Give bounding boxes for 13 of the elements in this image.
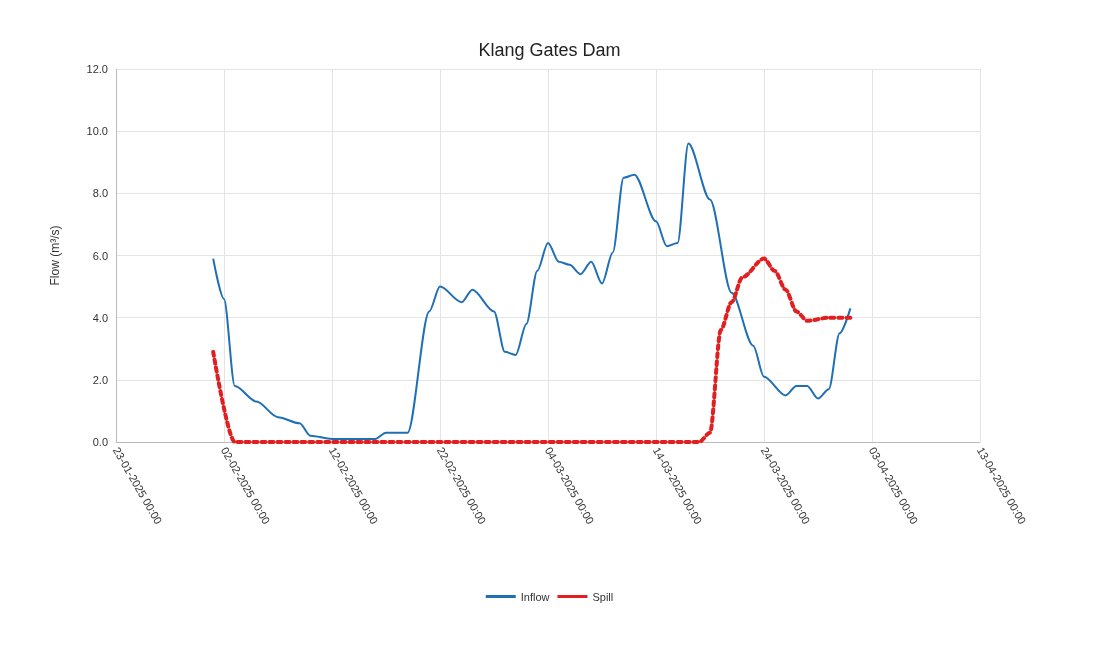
y-tick-label: 6.0 bbox=[92, 249, 108, 262]
legend-label: Spill bbox=[592, 590, 614, 603]
line-series bbox=[212, 142, 852, 440]
y-tick-label: 8.0 bbox=[92, 187, 108, 200]
y-tick-label: 2.0 bbox=[92, 373, 108, 386]
y-axis-title: Flow (m³/s) bbox=[48, 225, 62, 286]
line-series bbox=[211, 256, 853, 444]
legend-label: Inflow bbox=[520, 590, 550, 603]
y-tick-label: 10.0 bbox=[86, 125, 108, 138]
chart-title: Klang Gates Dam bbox=[478, 40, 621, 60]
y-tick-label: 0.0 bbox=[92, 436, 108, 448]
y-tick-label: 12.0 bbox=[86, 63, 108, 75]
y-tick-label: 4.0 bbox=[92, 311, 108, 324]
